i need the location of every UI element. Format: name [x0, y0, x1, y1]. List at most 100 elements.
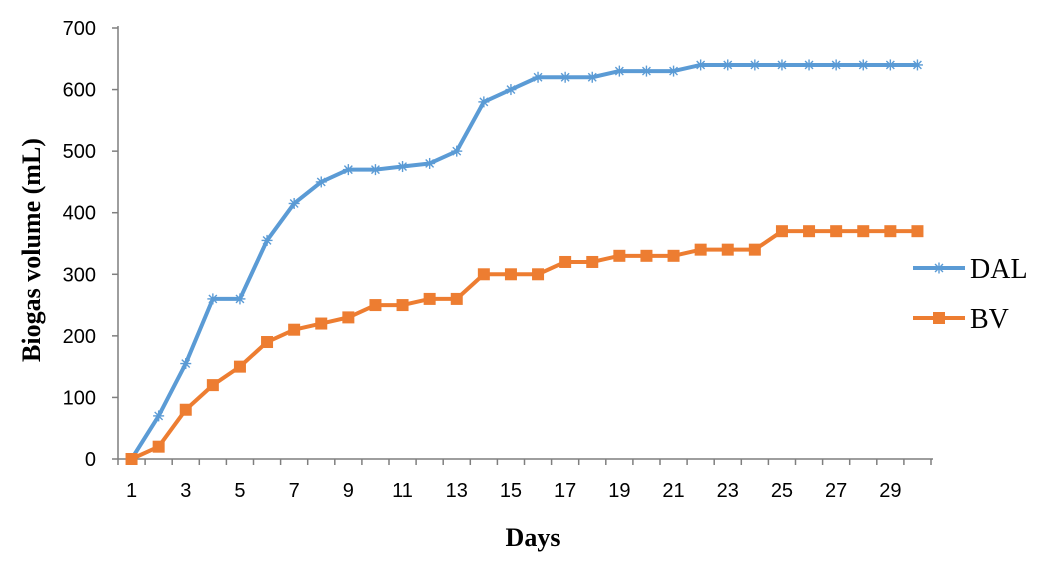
legend-item-dal: DAL [913, 254, 1028, 285]
x-tick-label: 29 [879, 480, 901, 502]
data-point-bv [396, 299, 409, 312]
data-point-bv [206, 379, 219, 392]
x-tick-label: 21 [662, 480, 684, 502]
data-point-bv [911, 225, 924, 238]
data-point-bv [667, 249, 680, 262]
data-point-dal [153, 410, 165, 422]
series-bv [125, 225, 924, 465]
data-point-dal [424, 157, 436, 169]
data-point-dal [559, 71, 571, 83]
data-point-dal [451, 145, 463, 157]
data-point-bv [152, 440, 165, 453]
x-tick-label: 9 [343, 480, 354, 502]
y-tick-label: 700 [63, 18, 96, 40]
data-point-dal [749, 59, 761, 71]
data-point-dal [369, 164, 381, 176]
data-point-dal [911, 59, 923, 71]
data-point-bv [532, 268, 545, 281]
legend-item-bv: BV [913, 304, 1009, 335]
data-point-dal [261, 234, 273, 246]
series-dal [126, 59, 923, 465]
x-tick-label: 13 [446, 480, 468, 502]
data-point-bv [748, 243, 761, 256]
data-point-dal [668, 65, 680, 77]
data-point-dal [234, 293, 246, 305]
series-line-bv [129, 229, 920, 461]
data-point-dal [884, 59, 896, 71]
data-point-bv [261, 336, 274, 349]
data-point-dal [695, 59, 707, 71]
data-point-dal [803, 59, 815, 71]
x-tick-label: 27 [825, 480, 847, 502]
x-tick-label: 5 [234, 480, 245, 502]
data-point-bv [179, 403, 192, 416]
data-point-dal [640, 65, 652, 77]
data-point-dal [397, 161, 409, 173]
data-point-bv [640, 249, 653, 262]
legend-marker-dal [933, 262, 945, 274]
y-tick-label: 300 [63, 264, 96, 286]
x-tick-label: 23 [717, 480, 739, 502]
y-tick-label: 100 [63, 387, 96, 409]
y-tick-label: 600 [63, 80, 96, 102]
data-point-bv [721, 243, 734, 256]
x-tick-label: 1 [126, 480, 137, 502]
data-point-dal [532, 71, 544, 83]
data-point-bv [775, 225, 788, 238]
y-axis-title: Biogas volume (mL) [17, 138, 46, 362]
x-tick-label: 11 [392, 480, 413, 502]
x-tick-label: 25 [771, 480, 793, 502]
data-point-bv [125, 453, 138, 465]
data-point-dal [315, 176, 327, 188]
y-axis: 0 100 200 300 400 500 600 700 [63, 18, 119, 471]
data-point-dal [505, 84, 517, 96]
x-tick-label: 3 [180, 480, 191, 502]
data-point-dal [613, 65, 625, 77]
data-point-bv [450, 292, 463, 305]
y-tick-label: 200 [63, 326, 96, 348]
legend: DAL BV [913, 254, 1028, 335]
x-tick-label: 7 [289, 480, 300, 502]
data-point-bv [504, 268, 517, 281]
data-point-bv [559, 255, 572, 268]
data-point-dal [342, 164, 354, 176]
data-point-bv [423, 292, 436, 305]
data-point-bv [233, 360, 246, 373]
legend-asterisk-dal [933, 262, 945, 274]
data-point-dal [478, 96, 490, 108]
data-point-bv [830, 225, 843, 238]
data-point-dal [288, 197, 300, 209]
y-tick-label: 500 [63, 141, 96, 163]
data-point-bv [369, 299, 382, 312]
legend-marker-bv [933, 312, 945, 324]
data-point-bv [884, 225, 897, 238]
series-line-dal [129, 62, 920, 461]
y-tick-label: 0 [85, 449, 96, 471]
legend-label-dal: DAL [970, 254, 1028, 285]
x-axis: 1 3 5 7 9 11 13 15 17 19 21 23 25 27 29 [117, 458, 933, 502]
data-point-bv [694, 243, 707, 256]
data-point-bv [477, 268, 490, 281]
data-point-dal [857, 59, 869, 71]
data-point-bv [288, 323, 301, 336]
y-tick-label: 400 [63, 203, 96, 225]
data-point-dal [830, 59, 842, 71]
data-point-bv [315, 317, 328, 330]
data-point-bv [803, 225, 816, 238]
data-point-bv [586, 255, 599, 268]
legend-square-bv [933, 312, 945, 324]
x-tick-label: 15 [500, 480, 522, 502]
data-point-dal [207, 293, 219, 305]
data-point-dal [180, 358, 192, 370]
legend-label-bv: BV [970, 304, 1009, 335]
data-point-dal [722, 59, 734, 71]
data-point-bv [857, 225, 870, 238]
x-tick-label: 17 [554, 480, 576, 502]
data-point-dal [776, 59, 788, 71]
data-point-bv [613, 249, 626, 262]
data-point-bv [342, 311, 355, 324]
x-tick-label: 19 [608, 480, 630, 502]
data-point-dal [586, 71, 598, 83]
series-layer [125, 59, 924, 465]
